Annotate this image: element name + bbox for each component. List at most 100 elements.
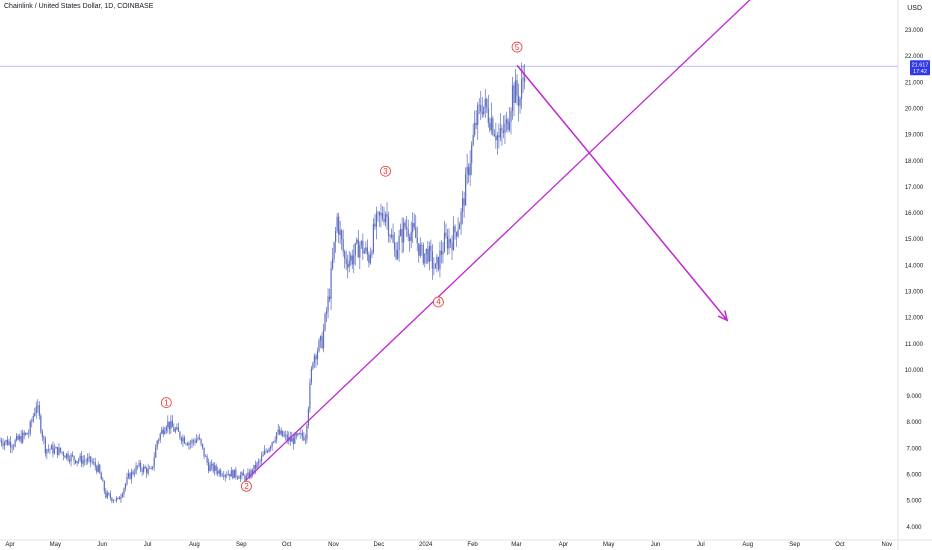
candle xyxy=(70,453,72,467)
candle xyxy=(372,218,375,255)
wave-label-4[interactable]: 4 xyxy=(433,296,444,308)
candle xyxy=(13,443,15,451)
candle xyxy=(67,451,69,462)
candle xyxy=(55,446,57,449)
price-axis[interactable]: 4.000 5.000 6.000 7.000 8.000 9.000 10.000 11.0… xyxy=(905,28,924,531)
candle xyxy=(223,470,225,480)
wave-label-2[interactable]: 2 xyxy=(241,480,252,492)
time-tick-label: Apr xyxy=(559,542,568,548)
candle xyxy=(263,445,266,455)
candle xyxy=(227,469,229,476)
candle xyxy=(120,493,122,504)
candle xyxy=(88,453,90,463)
candle xyxy=(357,229,359,258)
candle xyxy=(393,232,396,257)
time-tick-label: Jun xyxy=(651,542,661,548)
candle xyxy=(362,233,364,260)
candle xyxy=(505,111,508,132)
candle xyxy=(162,426,164,437)
candle xyxy=(257,458,260,468)
candle xyxy=(16,433,18,442)
candle xyxy=(91,458,93,465)
candle xyxy=(201,443,204,450)
candle xyxy=(109,490,111,501)
candle xyxy=(415,214,417,239)
currency-label[interactable]: USD xyxy=(907,5,922,12)
candle xyxy=(144,464,146,469)
candle xyxy=(147,463,149,476)
candle xyxy=(309,378,311,413)
candle xyxy=(176,423,178,431)
candle xyxy=(347,254,349,279)
candle xyxy=(183,435,186,444)
candle xyxy=(369,247,371,265)
wave-label-number: 1 xyxy=(164,398,169,407)
candle xyxy=(455,231,458,247)
candle xyxy=(430,239,432,261)
candle xyxy=(106,490,108,500)
time-tick-label: Jul xyxy=(697,542,705,548)
candle xyxy=(206,453,208,466)
candle xyxy=(474,110,476,138)
candle xyxy=(419,237,421,258)
candle xyxy=(351,249,353,270)
candle xyxy=(82,455,84,468)
candle xyxy=(146,466,148,479)
candle xyxy=(322,323,325,353)
candle xyxy=(398,229,400,262)
wave-label-number: 3 xyxy=(383,167,388,176)
wave-label-1[interactable]: 1 xyxy=(160,397,172,408)
candle xyxy=(118,496,121,500)
trend-line[interactable] xyxy=(245,0,760,481)
candle xyxy=(327,288,329,319)
price-tick-label: 14.000 xyxy=(905,263,924,269)
projection-arrow-line[interactable] xyxy=(516,64,728,321)
wave-label-number: 2 xyxy=(244,482,249,491)
candle xyxy=(440,239,443,264)
candle xyxy=(105,487,107,499)
candle xyxy=(400,223,402,237)
candle xyxy=(410,221,412,249)
candle xyxy=(26,432,28,435)
candle xyxy=(277,423,279,436)
candle xyxy=(363,247,365,254)
candle xyxy=(68,455,71,464)
wave-label-3[interactable]: 3 xyxy=(380,165,391,177)
candle xyxy=(50,443,53,450)
candle xyxy=(490,102,492,135)
time-axis[interactable]: Apr May Jun Jul Aug Sep Oct Nov Dec 2024 Feb Mar Apr… xyxy=(5,542,892,548)
time-tick-label: Aug xyxy=(742,542,753,548)
candle xyxy=(280,427,282,436)
candle xyxy=(188,441,190,451)
time-tick-label: Dec xyxy=(374,542,385,548)
candle xyxy=(58,442,60,456)
wave-label-5[interactable]: 5 xyxy=(511,41,523,53)
candle xyxy=(129,472,131,480)
time-tick-label: Oct xyxy=(835,542,845,548)
candle xyxy=(99,463,101,474)
wave-label-circle xyxy=(433,296,444,308)
candle xyxy=(221,472,223,477)
candle xyxy=(395,242,397,261)
candle xyxy=(53,443,56,455)
time-tick-label: Nov xyxy=(328,542,339,548)
candle xyxy=(510,107,512,135)
candle xyxy=(517,83,520,122)
candle xyxy=(307,406,310,429)
wave-label-number: 4 xyxy=(436,298,441,307)
candle xyxy=(127,469,130,480)
candle xyxy=(203,447,205,459)
candle xyxy=(285,430,287,441)
candle xyxy=(209,461,211,472)
price-tick-label: 17.000 xyxy=(905,185,924,191)
candle xyxy=(150,466,152,470)
candle xyxy=(20,430,22,444)
candle xyxy=(94,457,96,471)
candle xyxy=(501,124,503,146)
price-tick-label: 13.000 xyxy=(905,289,924,295)
candle xyxy=(335,226,337,253)
candle xyxy=(266,449,269,454)
candle xyxy=(168,421,170,435)
candle xyxy=(516,74,518,106)
